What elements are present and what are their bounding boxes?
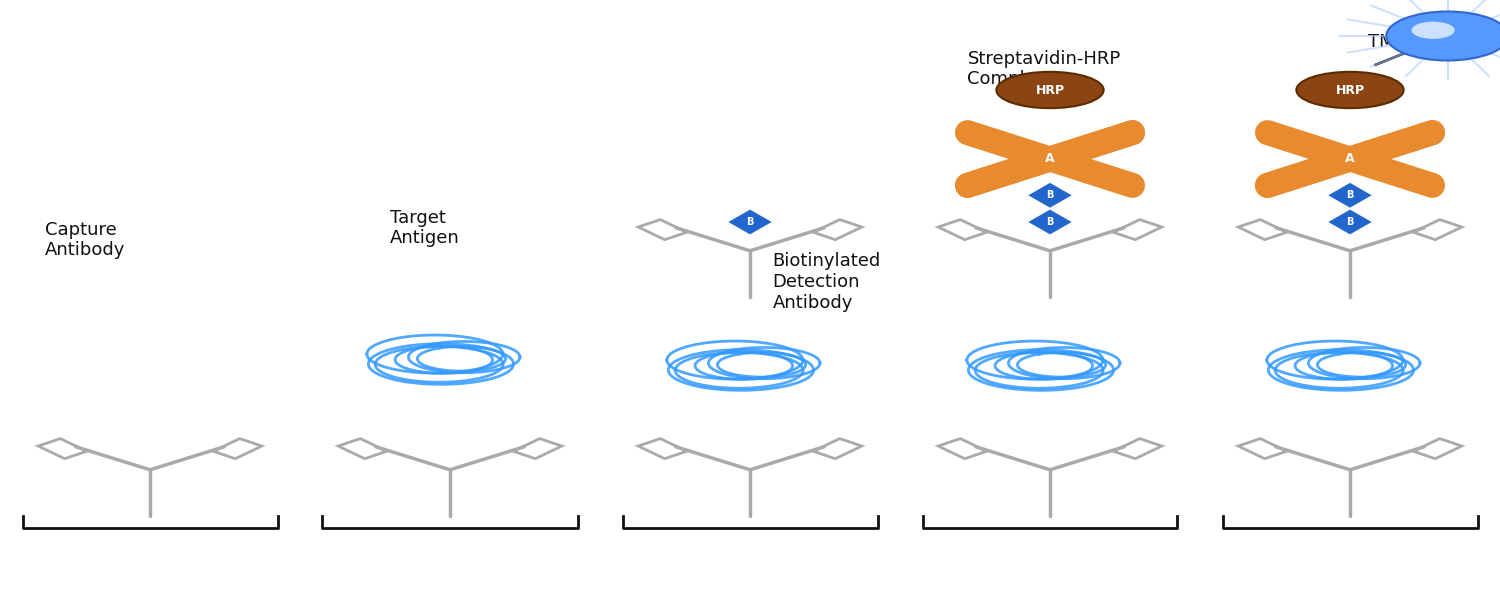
Polygon shape [1028, 209, 1072, 235]
Text: A: A [1046, 152, 1054, 166]
Text: HRP: HRP [1035, 83, 1065, 97]
Text: Biotinylated
Detection
Antibody: Biotinylated Detection Antibody [772, 252, 880, 312]
Text: B: B [1047, 217, 1053, 227]
Text: Target
Antigen: Target Antigen [390, 209, 459, 247]
Text: TMB: TMB [1368, 33, 1407, 51]
Text: B: B [747, 217, 753, 227]
Polygon shape [728, 209, 772, 235]
Ellipse shape [1296, 72, 1404, 108]
Text: Streptavidin-HRP
Complex: Streptavidin-HRP Complex [968, 50, 1120, 88]
Text: B: B [1347, 190, 1353, 200]
Text: B: B [1047, 190, 1053, 200]
Text: B: B [1347, 217, 1353, 227]
Ellipse shape [996, 72, 1104, 108]
Circle shape [1412, 22, 1455, 39]
Text: HRP: HRP [1335, 83, 1365, 97]
Polygon shape [1328, 209, 1372, 235]
Text: Capture
Antibody: Capture Antibody [45, 221, 126, 259]
Text: A: A [1346, 152, 1354, 166]
Polygon shape [1028, 182, 1072, 208]
Polygon shape [1328, 182, 1372, 208]
Circle shape [1386, 11, 1500, 61]
